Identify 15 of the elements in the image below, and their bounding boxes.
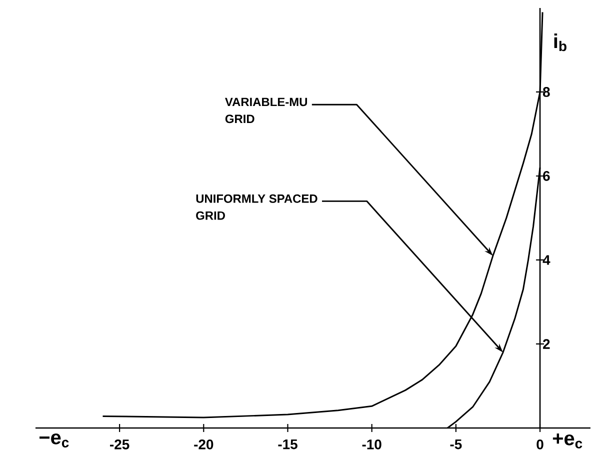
annotation: UNIFORMLY SPACED GRID	[196, 194, 318, 220]
y-tick-label: 4	[542, 255, 550, 265]
x-tick-label: 0	[536, 439, 544, 450]
x-tick-label: -10	[362, 439, 382, 450]
annotation: VARIABLE-MU GRID	[225, 98, 307, 124]
x-tick-label: -5	[450, 439, 462, 450]
y-axis-title: i$_{b}$	[554, 34, 566, 52]
x-tick-label: -25	[110, 439, 130, 450]
y-tick-label: 8	[542, 87, 550, 97]
x-tick-label: -15	[278, 439, 298, 450]
x-axis-title: +e$_{c}$	[552, 433, 582, 448]
y-tick-label: 2	[543, 339, 550, 349]
y-tick-label: 6	[543, 171, 550, 181]
text: −e$_{c}$	[39, 434, 69, 448]
x-tick-label: -20	[194, 439, 214, 450]
